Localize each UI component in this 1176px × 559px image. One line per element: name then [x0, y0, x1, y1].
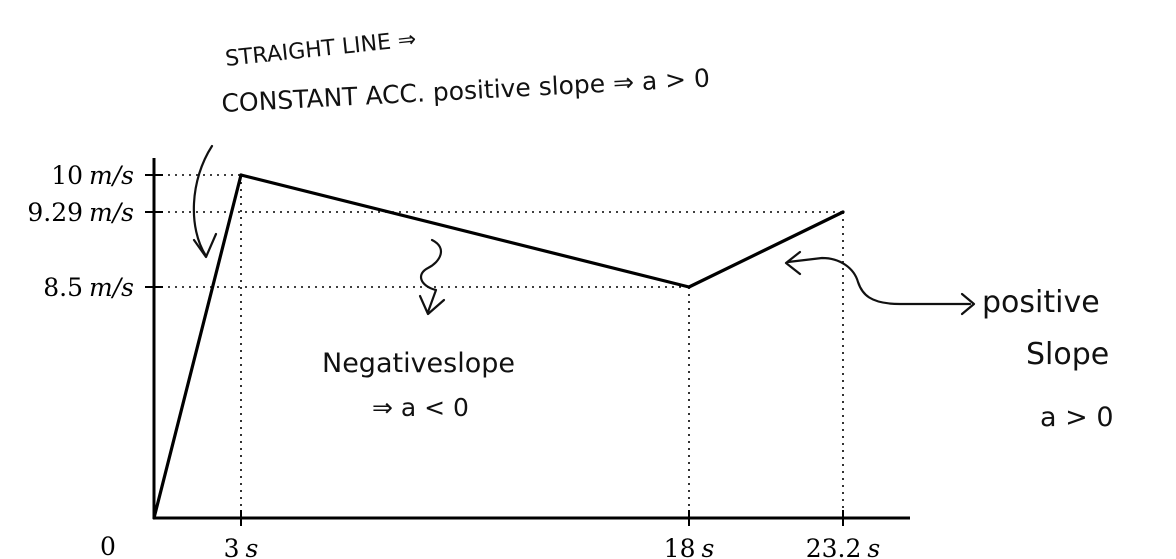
y-tick-label-1-value: 9.29 [27, 198, 83, 227]
guide-lines [154, 174, 844, 518]
x-tick-label-3-value: 23.2 [806, 534, 862, 559]
y-tick-label-0-value: 10 [51, 161, 83, 190]
x-tick-label-1-value: 3 [224, 534, 240, 559]
axes [152, 158, 910, 520]
x-tick-label-2: 18 s [664, 534, 715, 559]
y-tick-label-1: 9.29 m/s [27, 198, 134, 227]
y-tick-label-2-value: 8.5 [43, 273, 83, 302]
annotation-positive: positive [982, 285, 1100, 320]
y-tick-label-0-unit: m/s [89, 161, 134, 190]
x-tick-label-3-unit: s [867, 534, 880, 559]
x-tick-label-1-unit: s [246, 534, 259, 559]
x-tick-label-0: 0 [100, 532, 116, 559]
x-tick-labels: 0 3 s 18 s 23.2 s [100, 532, 880, 559]
data-points [152, 173, 845, 520]
data-point-0 [152, 516, 156, 520]
squiggle-negative [419, 238, 443, 314]
tick-marks [145, 174, 844, 526]
y-tick-label-2-unit: m/s [89, 273, 134, 302]
arrow-head-first-segment [192, 232, 218, 259]
annotation-positive-accel: a > 0 [1040, 402, 1114, 433]
annotation-negative-slope: Negativeslope [322, 348, 515, 379]
data-point-2 [687, 285, 691, 289]
arrow-head-right [960, 292, 976, 316]
annotation-slope: Slope [1026, 337, 1109, 372]
arrow-to-last-segment [786, 256, 972, 306]
x-tick-label-0-value: 0 [100, 532, 116, 559]
handwritten-annotations: STRAIGHT LINE ⇒ CONSTANT ACC. positive s… [192, 27, 1114, 433]
y-tick-label-1-unit: m/s [89, 198, 134, 227]
arrow-head-negative [418, 294, 446, 316]
y-tick-labels: 10 m/s9.29 m/s8.5 m/s [27, 161, 134, 302]
x-tick-label-2-unit: s [701, 534, 714, 559]
annotation-constant-acc: CONSTANT ACC. positive slope ⇒ a > 0 [221, 63, 711, 118]
annotation-negative-accel: ⇒ a < 0 [372, 393, 469, 422]
data-point-1 [239, 173, 243, 177]
x-tick-label-3: 23.2 s [806, 534, 881, 559]
annotation-straight-line: STRAIGHT LINE ⇒ [224, 27, 417, 72]
arrow-head-last-segment [784, 250, 802, 276]
y-tick-label-0: 10 m/s [51, 161, 134, 190]
data-point-3 [841, 210, 845, 214]
x-tick-label-2-value: 18 [664, 534, 696, 559]
y-tick-label-2: 8.5 m/s [43, 273, 134, 302]
velocity-series-line [152, 173, 844, 519]
arrow-to-first-segment [192, 144, 214, 258]
